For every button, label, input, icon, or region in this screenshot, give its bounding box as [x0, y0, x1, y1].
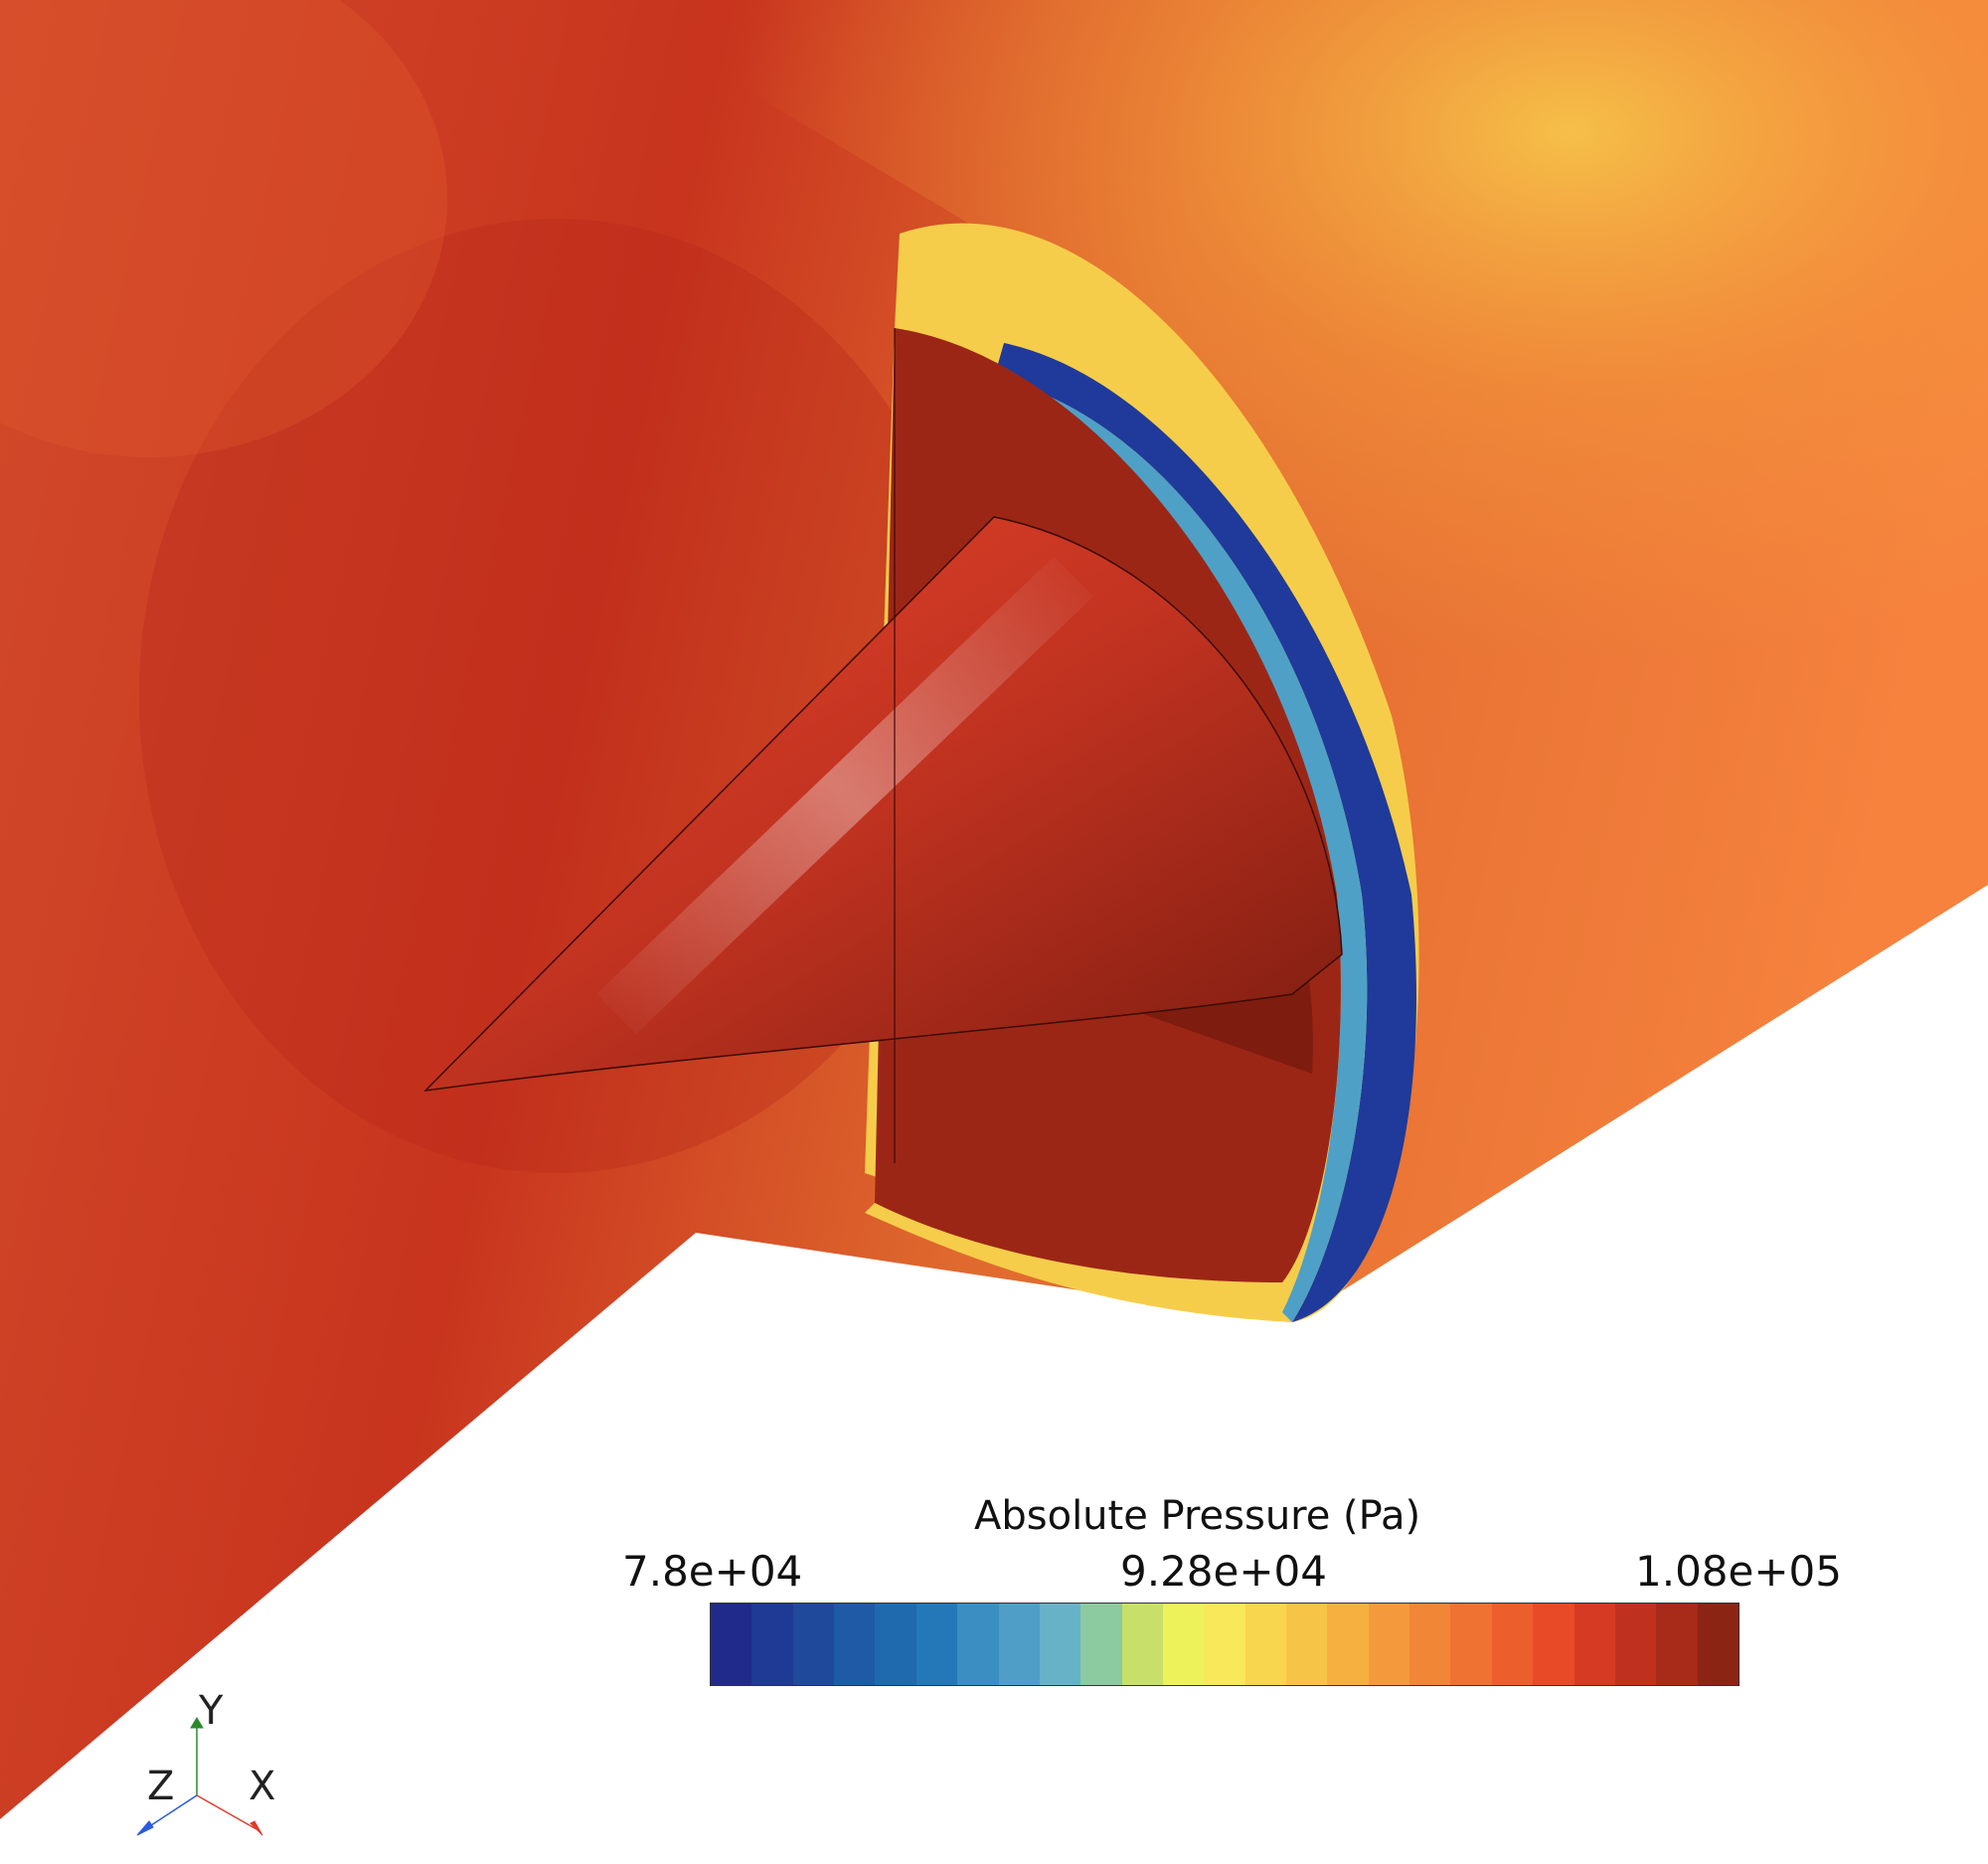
- colorbar-cell: [711, 1604, 752, 1685]
- colorbar-cell: [1614, 1604, 1657, 1685]
- colorbar-cell: [1039, 1604, 1081, 1685]
- x-axis-label: X: [248, 1764, 275, 1809]
- colorbar-cell: [1656, 1604, 1698, 1685]
- z-axis-arrow-icon: [136, 1820, 154, 1836]
- intake-lip-cyan-band: [984, 378, 1368, 1322]
- legend-min-label: 7.8e+04: [622, 1547, 803, 1596]
- z-axis-line: [144, 1794, 198, 1830]
- z-axis-label: Z: [147, 1764, 174, 1809]
- colorbar-cell: [1574, 1604, 1615, 1685]
- colorbar-cell: [1368, 1604, 1410, 1685]
- colorbar-cell: [1121, 1604, 1163, 1685]
- colorbar-cell: [875, 1604, 916, 1685]
- colorbar-cell: [1697, 1604, 1739, 1685]
- legend-mid-label: 9.28e+04: [1120, 1547, 1327, 1596]
- colorbar-cell: [1533, 1604, 1574, 1685]
- intake-lip-blue-band: [994, 343, 1416, 1322]
- colorbar-cell: [1286, 1604, 1328, 1685]
- colorbar-cell: [1244, 1604, 1287, 1685]
- axes-triad: Y X Z: [136, 1690, 275, 1836]
- fuselage-surface-upper-warm: [596, 0, 1988, 885]
- colorbar-cell: [1204, 1604, 1245, 1685]
- colorbar-cell: [792, 1604, 835, 1685]
- inlet-cone-highlight: [596, 557, 1093, 1034]
- legend-colorbar: [710, 1603, 1740, 1686]
- legend-max-label: 1.08e+05: [1635, 1547, 1842, 1596]
- y-axis-label: Y: [198, 1690, 224, 1734]
- colorbar-cell: [1162, 1604, 1205, 1685]
- x-axis-line: [196, 1794, 257, 1830]
- contour-patch-light: [0, 0, 447, 457]
- colorbar-cell: [834, 1604, 876, 1685]
- colorbar-cell: [915, 1604, 958, 1685]
- colorbar-cell: [1327, 1604, 1369, 1685]
- colorbar-cell: [1450, 1604, 1492, 1685]
- colorbar-cell: [957, 1604, 999, 1685]
- colorbar-cell: [1080, 1604, 1122, 1685]
- colorbar-cell: [1409, 1604, 1451, 1685]
- y-axis-arrow-icon: [190, 1717, 204, 1729]
- x-axis-arrow-icon: [249, 1820, 263, 1836]
- colorbar-cell: [751, 1604, 793, 1685]
- colorbar-cell: [998, 1604, 1040, 1685]
- colorbar-cell: [1491, 1604, 1534, 1685]
